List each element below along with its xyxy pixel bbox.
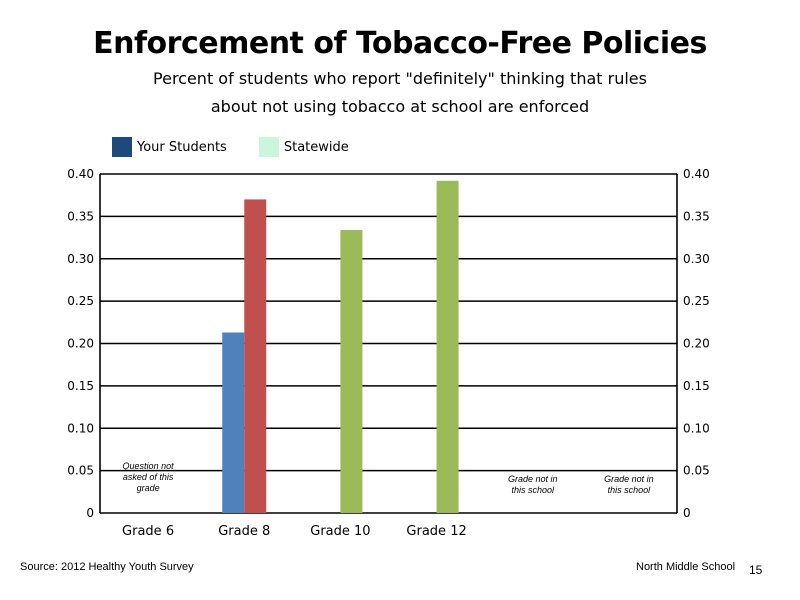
- x-tick-label-2: Grade 10: [310, 524, 370, 539]
- y-tick-label-left-7: 0.35: [67, 209, 94, 223]
- chart-subtitle-line2: about not using tobacco at school are en…: [210, 97, 590, 116]
- y-tick-label-left-6: 0.30: [67, 252, 94, 266]
- annotation-0-line-0: Question not: [123, 461, 175, 471]
- bar-statewide-1: [244, 199, 267, 514]
- y-tick-label-right-3: 0.15: [683, 379, 710, 393]
- legend-swatch-statewide: [258, 137, 279, 157]
- legend-label-your-students: Your Students: [137, 139, 227, 155]
- chart-legend: Your Students Statewide: [112, 136, 377, 158]
- y-tick-label-left-5: 0.25: [67, 294, 94, 308]
- y-tick-label-left-2: 0.10: [67, 421, 94, 435]
- school-name: North Middle School: [636, 561, 736, 573]
- y-tick-label-left-0: 0: [86, 506, 94, 520]
- y-tick-label-left-3: 0.15: [67, 379, 94, 393]
- annotation-0-line-1: asked of this: [123, 472, 174, 482]
- legend-swatch-your-students: [112, 137, 132, 157]
- y-tick-label-left-1: 0.05: [67, 464, 94, 478]
- page-number: 15: [749, 563, 763, 577]
- annotation-1-line-1: this school: [511, 485, 555, 495]
- annotation-0-line-2: grade: [137, 483, 160, 493]
- chart-title: Enforcement of Tobacco-Free Policies: [93, 26, 707, 61]
- y-tick-label-right-4: 0.20: [683, 337, 710, 351]
- bar-statewide-2: [340, 229, 363, 513]
- bar-your-students-1: [222, 332, 245, 513]
- bar-statewide-3: [436, 180, 459, 513]
- y-tick-label-right-1: 0.05: [683, 464, 710, 478]
- source-note: Source: 2012 Healthy Youth Survey: [20, 561, 194, 573]
- legend-item-your-students: Your Students: [112, 137, 227, 157]
- legend-item-statewide: Statewide: [258, 137, 349, 157]
- legend-label-statewide: Statewide: [283, 139, 349, 155]
- y-tick-label-right-8: 0.40: [683, 167, 710, 181]
- annotation-1-line-0: Grade not in: [508, 474, 558, 484]
- chart-subtitle-line1: Percent of students who report "definite…: [153, 69, 647, 88]
- y-tick-label-right-6: 0.30: [683, 252, 710, 266]
- x-tick-label-3: Grade 12: [406, 524, 466, 539]
- y-tick-label-left-4: 0.20: [67, 337, 94, 351]
- annotation-2-line-0: Grade not in: [604, 474, 654, 484]
- y-tick-label-right-2: 0.10: [683, 421, 710, 435]
- x-tick-label-0: Grade 6: [122, 524, 174, 539]
- y-tick-label-right-0: 0: [683, 506, 691, 520]
- y-tick-label-right-7: 0.35: [683, 209, 710, 223]
- y-tick-label-right-5: 0.25: [683, 294, 710, 308]
- annotation-2-line-1: this school: [608, 485, 652, 495]
- y-tick-label-left-8: 0.40: [67, 167, 94, 181]
- x-tick-label-1: Grade 8: [218, 524, 270, 539]
